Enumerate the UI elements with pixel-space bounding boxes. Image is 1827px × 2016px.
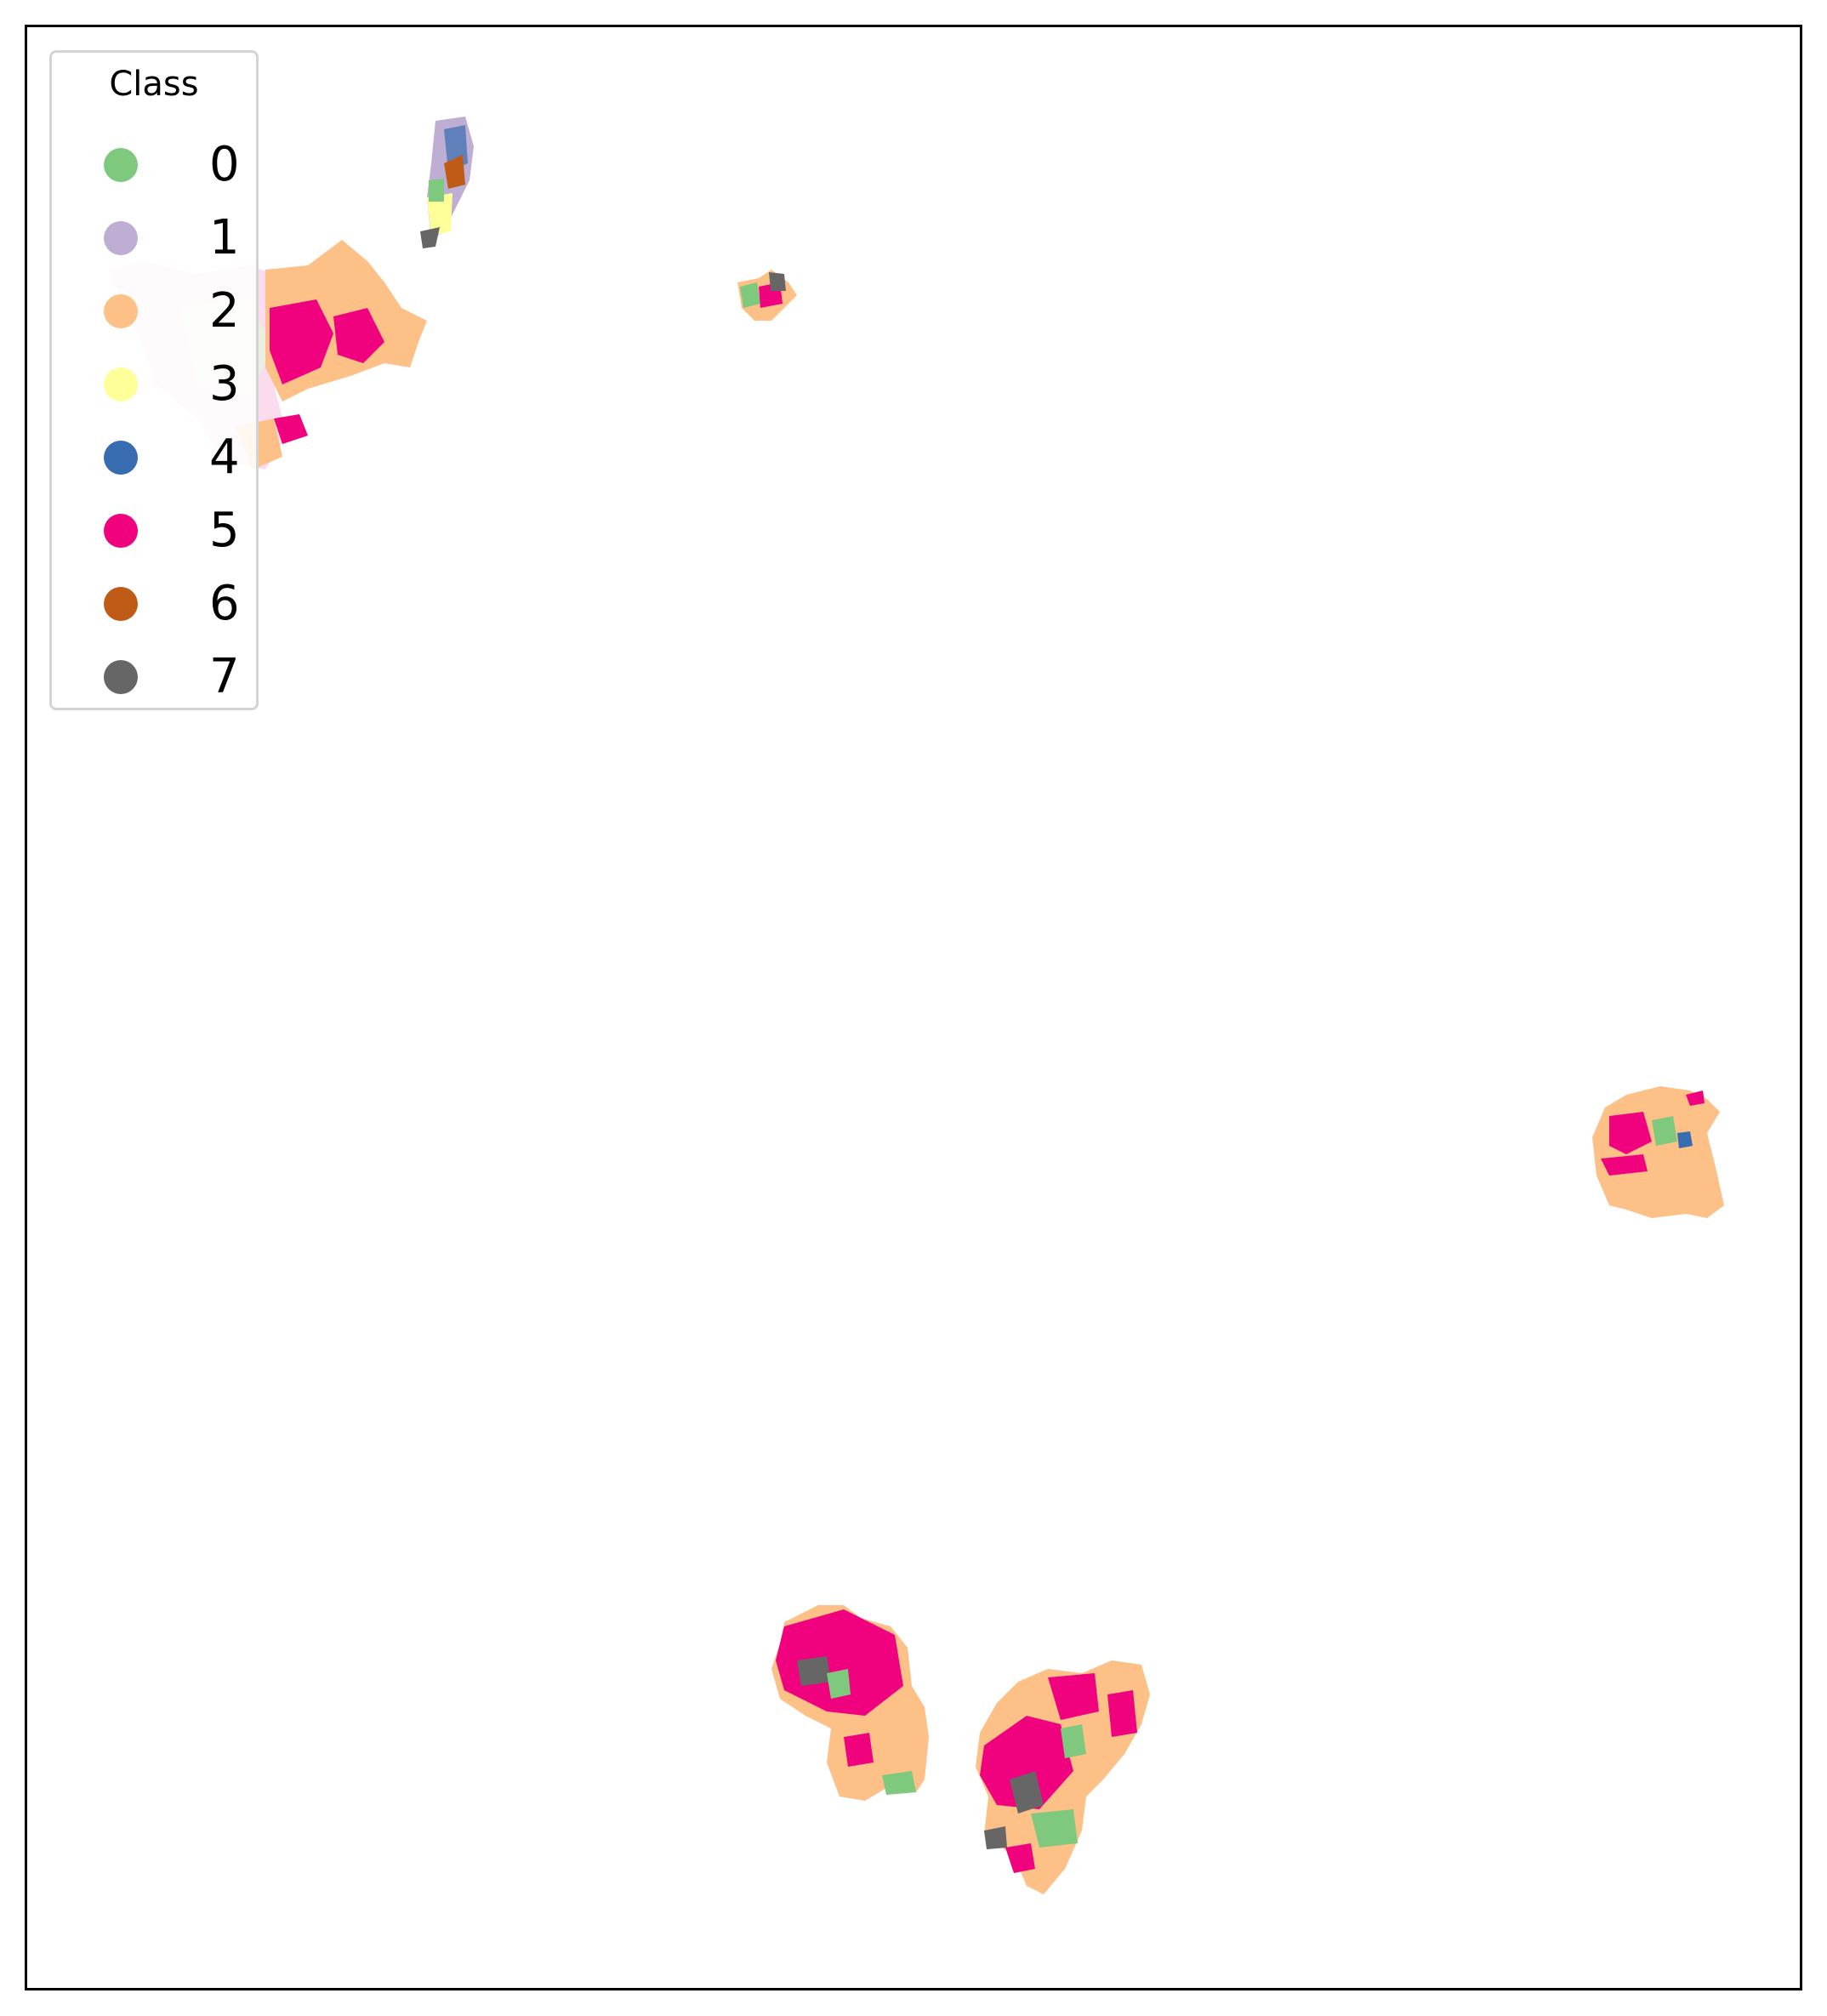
legend-label: 4 [209,430,240,485]
map-frame [25,25,1802,1990]
region-right-class5-c [1686,1091,1705,1106]
legend-item: 2 [52,275,256,348]
legend-item: 4 [52,421,256,494]
legend-marker [104,660,138,694]
region-bottom-right-class0-b [1031,1809,1078,1848]
region-top-strip-class3 [427,193,452,236]
region-bottom-right-class7-b [984,1826,1007,1849]
legend-marker [104,294,138,328]
legend-marker [104,221,138,255]
region-bottom-right-class5-b [1048,1673,1099,1720]
region-top-left-class5-a [270,299,333,384]
legend-label: 3 [209,356,240,412]
region-top-strip-class6 [444,155,465,189]
legend-label: 0 [209,137,240,192]
legend-item: 6 [52,567,256,641]
legend-item: 0 [52,128,256,202]
legend-marker [104,367,138,401]
legend-marker [104,148,138,182]
region-right-class0 [1652,1116,1677,1146]
region-top-center [737,270,797,321]
legend-label: 6 [209,576,240,631]
region-bottom-left-class0-a [827,1669,851,1699]
legend-marker [104,587,138,621]
legend-label: 1 [209,210,240,265]
region-right-class5-a [1609,1112,1652,1154]
legend-marker [104,441,138,475]
region-bottom-left-class0-b [882,1771,916,1795]
region-right [1592,1086,1724,1218]
region-top-strip-class7 [420,227,440,248]
region-bottom-right-class5-a [980,1716,1073,1809]
region-top-strip-class0 [429,179,444,202]
legend-label: 5 [209,503,240,558]
region-bottom-right-class7-a [1010,1771,1044,1814]
region-top-left-class5-b [333,308,384,363]
region-right-base [1592,1086,1724,1218]
legend-label: 7 [209,649,240,704]
legend-marker [104,514,138,548]
region-bottom-left [771,1605,929,1801]
legend-item: 7 [52,641,256,714]
legend-item: 1 [52,202,256,275]
region-bottom-right [976,1660,1150,1894]
region-top-left-class5-c [274,414,308,444]
region-bottom-right-class5-c [1107,1690,1137,1737]
region-top-strip [420,117,474,248]
choropleth-map [108,117,1724,1894]
legend-title: Class [109,65,199,104]
region-bottom-left-class7 [797,1656,831,1686]
legend-item: 3 [52,348,256,421]
region-bottom-right-class5-d [1005,1843,1035,1873]
region-bottom-left-class5-b [844,1733,874,1767]
region-top-center-class0 [740,282,760,308]
region-top-center-class7 [769,272,786,291]
region-right-class5-b [1601,1154,1648,1176]
map-legend: Class 0 1 2 3 4 5 6 7 [49,50,259,710]
region-bottom-left-class5-a [776,1609,903,1716]
region-right-class4 [1677,1131,1693,1148]
legend-item: 5 [52,494,256,567]
legend-label: 2 [209,283,240,339]
region-bottom-right-class0-a [1061,1724,1086,1758]
